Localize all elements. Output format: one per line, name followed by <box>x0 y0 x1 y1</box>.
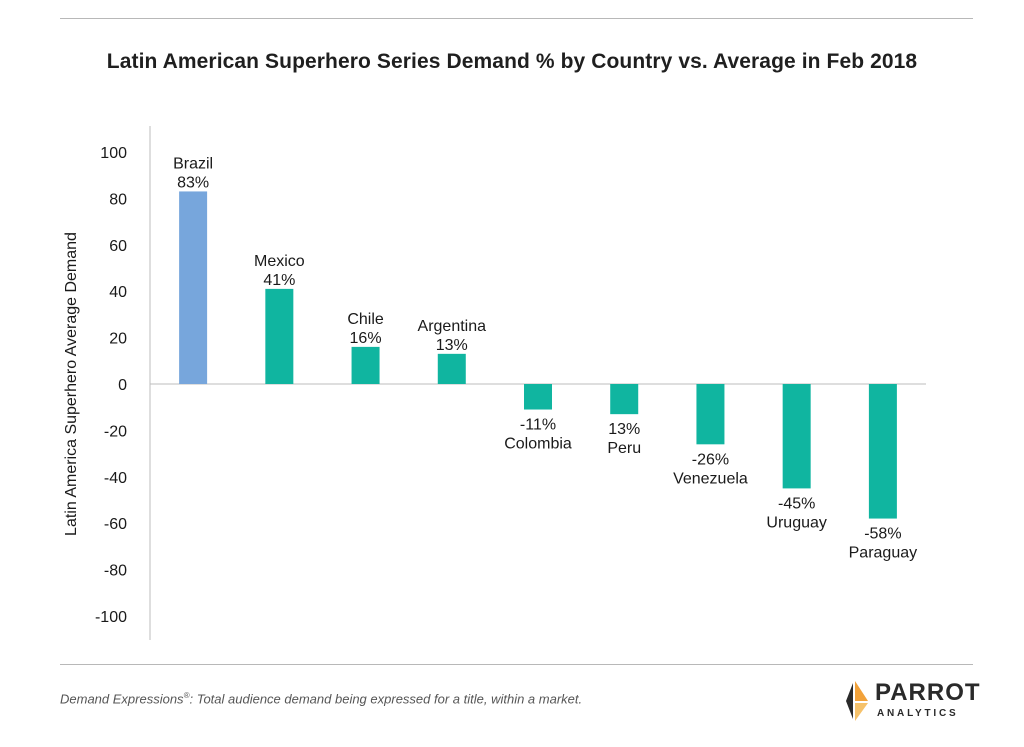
top-divider <box>60 18 973 19</box>
y-tick-label: -20 <box>104 423 127 440</box>
footer-term: Demand Expressions <box>60 691 184 707</box>
parrot-logo-icon <box>846 681 868 721</box>
category-label: Mexico <box>254 253 305 270</box>
y-tick-label: -60 <box>104 516 127 533</box>
data-label: -11% <box>520 417 556 434</box>
y-tick-label: -40 <box>104 470 127 487</box>
bar <box>437 353 466 384</box>
parrot-analytics-logo: PARROT ANALYTICS <box>842 679 982 723</box>
data-label: 13% <box>436 337 468 354</box>
bar <box>351 346 380 384</box>
category-label: Brazil <box>173 155 213 172</box>
category-label: Chile <box>347 311 384 328</box>
category-label: Argentina <box>418 318 487 335</box>
y-tick-label: 20 <box>109 331 127 348</box>
data-label: 83% <box>177 174 209 191</box>
y-tick-label: 0 <box>118 377 127 394</box>
data-label: -45% <box>778 495 815 512</box>
footer-note: Demand Expressions®: Total audience dema… <box>60 691 582 706</box>
data-label: 13% <box>608 421 640 438</box>
data-label: 16% <box>350 330 382 347</box>
category-label: Colombia <box>504 436 572 453</box>
bar <box>696 384 725 445</box>
registered-mark: ® <box>183 691 190 700</box>
bar <box>782 384 811 489</box>
y-tick-label: 40 <box>109 284 127 301</box>
category-label: Paraguay <box>849 545 918 562</box>
y-tick-label: 100 <box>100 145 127 162</box>
bar <box>610 384 639 415</box>
category-label: Uruguay <box>766 514 826 531</box>
bar <box>179 191 208 384</box>
data-label: -58% <box>864 526 901 543</box>
bar <box>265 288 294 384</box>
y-tick-label: -80 <box>104 563 127 580</box>
logo-text-analytics: ANALYTICS <box>877 708 959 719</box>
footer-description: : Total audience demand being expressed … <box>189 691 583 707</box>
category-label: Venezuela <box>673 470 748 487</box>
category-label: Peru <box>607 440 641 457</box>
bar <box>524 384 552 410</box>
chart-title: Latin American Superhero Series Demand %… <box>106 50 918 73</box>
y-axis-label: Latin America Superhero Average Demand <box>63 232 80 536</box>
y-tick-label: 80 <box>109 191 127 208</box>
y-tick-label: -100 <box>95 609 127 626</box>
logo-text-parrot: PARROT <box>875 679 981 706</box>
data-label: 41% <box>263 272 295 289</box>
bottom-divider <box>60 664 973 665</box>
y-tick-label: 60 <box>109 238 127 255</box>
bar <box>868 384 897 519</box>
data-label: -26% <box>692 451 729 468</box>
